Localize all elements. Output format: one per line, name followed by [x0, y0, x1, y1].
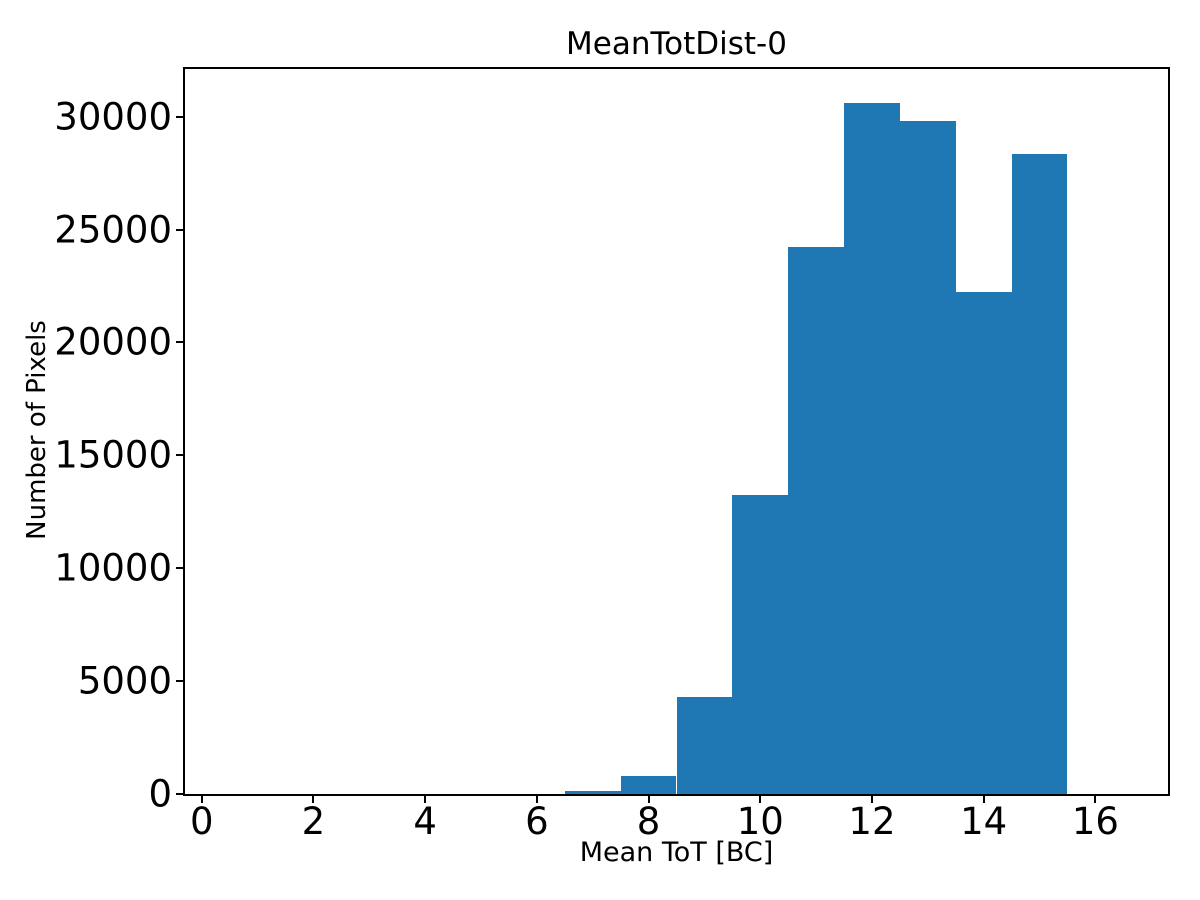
y-tick-label: 10000 — [54, 546, 172, 590]
y-tick-label: 25000 — [54, 208, 172, 252]
x-tick-mark — [647, 796, 650, 803]
y-axis-label: Number of Pixels — [22, 320, 52, 540]
x-tick-label: 12 — [848, 800, 896, 843]
histogram-bar — [732, 494, 789, 794]
y-tick-label: 20000 — [54, 320, 172, 364]
x-tick-label: 14 — [960, 800, 1008, 843]
x-tick-label: 16 — [1071, 800, 1119, 843]
x-tick-label: 10 — [736, 800, 784, 843]
x-tick-mark — [200, 796, 203, 803]
x-tick-label: 8 — [636, 800, 661, 843]
x-tick-mark — [312, 796, 315, 803]
y-tick-mark — [176, 341, 183, 344]
plot-area: 0 2 4 6 8 10 12 14 16 0 5000 10000 15000 20000 25000 30… — [54, 67, 1170, 841]
chart-title: MeanTotDist-0 — [566, 26, 787, 62]
histogram-bar — [788, 246, 845, 794]
x-tick-mark — [982, 796, 985, 803]
y-tick-mark — [176, 115, 183, 118]
x-tick-mark — [535, 796, 538, 803]
x-tick-mark — [424, 796, 427, 803]
histogram-bar — [620, 775, 677, 794]
x-tick-label: 2 — [301, 800, 326, 843]
x-tick-label: 6 — [525, 800, 549, 843]
histogram-bar — [676, 696, 733, 794]
histogram-bar — [1011, 153, 1068, 794]
x-tick-mark — [1094, 796, 1097, 803]
y-tick-label: 30000 — [54, 95, 172, 139]
histogram-bar — [844, 103, 900, 794]
x-tick-label: 4 — [413, 800, 437, 843]
y-tick-label: 5000 — [77, 659, 172, 703]
y-tick-label: 15000 — [54, 433, 172, 477]
x-tick-label: 0 — [189, 800, 214, 843]
x-axis-label: Mean ToT [BC] — [579, 837, 774, 868]
histogram-bar — [564, 791, 621, 794]
histogram-bar — [899, 120, 956, 794]
y-tick-label: 0 — [148, 772, 172, 816]
histogram-bar — [955, 291, 1012, 794]
y-tick-mark — [176, 454, 183, 457]
x-tick-mark — [759, 796, 762, 803]
x-tick-mark — [870, 796, 873, 803]
y-tick-mark — [176, 567, 183, 570]
y-tick-mark — [176, 793, 183, 795]
y-tick-mark — [176, 228, 183, 231]
y-tick-mark — [176, 680, 183, 683]
